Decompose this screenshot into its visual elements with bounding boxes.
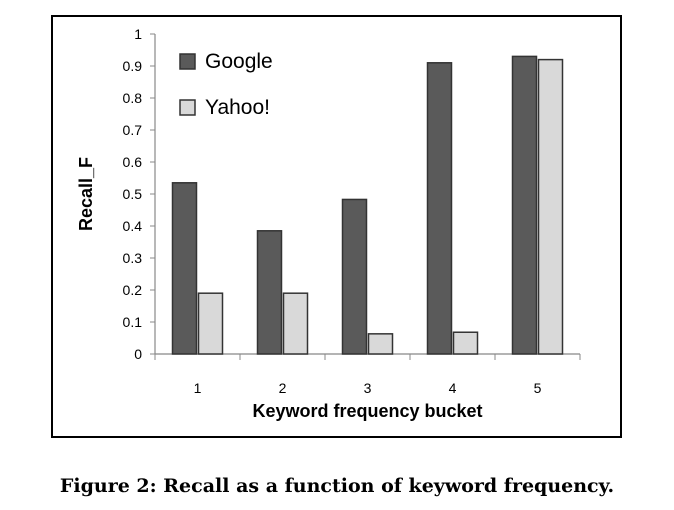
bar-chart: 0 0.1 0.2 0.3 0.4 0.5 0.6 0.7 0.8 0.9 1 1 2 3 4 5 Keywor… — [76, 26, 581, 421]
chart-frame — [51, 15, 622, 438]
x-tick-label: 2 — [279, 380, 287, 396]
bar-google-5 — [511, 55, 538, 355]
figure-caption: Figure 2: Recall as a function of keywor… — [59, 475, 615, 497]
bar-google-4 — [426, 62, 453, 355]
bar-google-1 — [171, 182, 198, 355]
x-tick-label: 5 — [534, 380, 542, 396]
y-tick-label: 0 — [134, 346, 142, 362]
bar-google-2 — [256, 230, 283, 355]
legend-swatch-yahoo — [179, 99, 196, 116]
bar-yahoo-5 — [537, 58, 564, 355]
y-tick-label: 0.9 — [123, 58, 143, 74]
y-tick-label: 0.4 — [123, 218, 143, 234]
x-tick-label: 3 — [364, 380, 372, 396]
y-tick-label: 1 — [134, 26, 142, 42]
legend-label-yahoo: Yahoo! — [205, 96, 270, 119]
y-tick-label: 0.1 — [123, 314, 143, 330]
x-tick-label: 1 — [194, 380, 202, 396]
bar-yahoo-3 — [367, 333, 394, 355]
y-tick-label: 0.8 — [123, 90, 143, 106]
y-tick-label: 0.5 — [123, 186, 143, 202]
y-tick-label: 0.2 — [123, 282, 143, 298]
bar-google-3 — [341, 198, 368, 355]
legend-swatch-google — [179, 53, 196, 70]
x-tick-label: 4 — [449, 380, 457, 396]
bar-yahoo-4 — [452, 331, 479, 355]
y-tick-label: 0.6 — [123, 154, 143, 170]
y-axis-label: Recall_F — [76, 157, 96, 231]
y-tick-label: 0.7 — [123, 122, 143, 138]
bar-yahoo-2 — [282, 292, 309, 355]
x-axis-label: Keyword frequency bucket — [252, 401, 482, 421]
bar-yahoo-1 — [197, 292, 224, 355]
y-tick-label: 0.3 — [123, 250, 143, 266]
legend-label-google: Google — [205, 50, 273, 73]
